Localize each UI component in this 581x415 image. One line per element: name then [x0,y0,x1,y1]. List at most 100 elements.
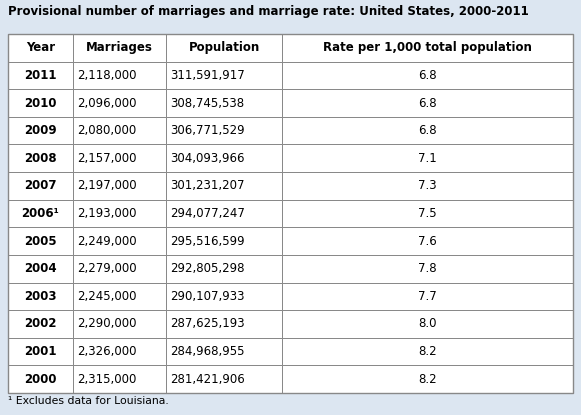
Bar [8,255,73,283]
Text: 292,805,298: 292,805,298 [170,262,245,275]
Bar [166,310,282,338]
Bar [73,310,166,338]
Text: 7.1: 7.1 [418,152,437,165]
Bar [166,365,282,393]
Text: 2009: 2009 [24,124,57,137]
Bar [8,172,73,200]
Text: 2003: 2003 [24,290,57,303]
Bar [8,365,73,393]
Bar [282,172,573,200]
Text: 2007: 2007 [24,179,57,193]
Bar [166,61,282,89]
Bar [282,227,573,255]
Text: 2,326,000: 2,326,000 [77,345,137,358]
Bar [73,283,166,310]
Text: 2,193,000: 2,193,000 [77,207,137,220]
Bar [8,310,73,338]
Text: 2,290,000: 2,290,000 [77,317,137,330]
Bar [282,283,573,310]
Text: 7.6: 7.6 [418,234,437,248]
Text: 284,968,955: 284,968,955 [170,345,245,358]
Text: 2,118,000: 2,118,000 [77,69,137,82]
Text: 2011: 2011 [24,69,57,82]
Bar [282,117,573,144]
Text: 304,093,966: 304,093,966 [170,152,245,165]
Bar [73,365,166,393]
Bar [8,200,73,227]
Bar [282,200,573,227]
Bar [8,34,73,61]
Text: 2000: 2000 [24,373,57,386]
Text: 7.3: 7.3 [418,179,437,193]
Text: 2,080,000: 2,080,000 [77,124,136,137]
Text: 6.8: 6.8 [418,69,437,82]
Text: 2006¹: 2006¹ [21,207,59,220]
Text: Provisional number of marriages and marriage rate: United States, 2000-2011: Provisional number of marriages and marr… [8,5,529,18]
Bar [73,255,166,283]
Text: 311,591,917: 311,591,917 [170,69,245,82]
Bar [73,172,166,200]
Bar [8,227,73,255]
Bar [8,89,73,117]
Text: 2,315,000: 2,315,000 [77,373,137,386]
Bar [166,144,282,172]
Text: 287,625,193: 287,625,193 [170,317,245,330]
Text: 2010: 2010 [24,97,57,110]
Bar [166,117,282,144]
Bar [282,34,573,61]
Text: 294,077,247: 294,077,247 [170,207,245,220]
Bar [282,255,573,283]
Bar [8,34,573,393]
Bar [73,144,166,172]
Bar [166,255,282,283]
Text: 2005: 2005 [24,234,57,248]
Text: 8.0: 8.0 [418,317,437,330]
Bar [282,144,573,172]
Text: 7.5: 7.5 [418,207,437,220]
Text: Population: Population [188,42,260,54]
Bar [282,89,573,117]
Bar [282,365,573,393]
Text: 7.7: 7.7 [418,290,437,303]
Text: 2,197,000: 2,197,000 [77,179,137,193]
Text: Marriages: Marriages [86,42,153,54]
Bar [73,338,166,365]
Bar [8,144,73,172]
Text: ¹ Excludes data for Louisiana.: ¹ Excludes data for Louisiana. [8,396,168,406]
Bar [166,283,282,310]
Text: Rate per 1,000 total population: Rate per 1,000 total population [323,42,532,54]
Text: 2002: 2002 [24,317,57,330]
Bar [282,310,573,338]
Bar [166,172,282,200]
Text: 2,096,000: 2,096,000 [77,97,137,110]
Bar [166,34,282,61]
Bar [8,61,73,89]
Bar [73,89,166,117]
Text: 7.8: 7.8 [418,262,437,275]
Bar [73,227,166,255]
Bar [73,61,166,89]
Text: 281,421,906: 281,421,906 [170,373,245,386]
Text: 8.2: 8.2 [418,373,437,386]
Text: 6.8: 6.8 [418,97,437,110]
Text: 2001: 2001 [24,345,57,358]
Text: 2,245,000: 2,245,000 [77,290,137,303]
Bar [8,338,73,365]
Text: 2008: 2008 [24,152,57,165]
Text: 295,516,599: 295,516,599 [170,234,245,248]
Bar [8,117,73,144]
Text: 290,107,933: 290,107,933 [170,290,245,303]
Bar [166,89,282,117]
Text: 8.2: 8.2 [418,345,437,358]
Text: Year: Year [26,42,55,54]
Text: 2,157,000: 2,157,000 [77,152,137,165]
Text: 301,231,207: 301,231,207 [170,179,245,193]
Text: 2,279,000: 2,279,000 [77,262,137,275]
Bar [73,117,166,144]
Bar [166,338,282,365]
Bar [282,61,573,89]
Text: 2,249,000: 2,249,000 [77,234,137,248]
Bar [166,200,282,227]
Text: 308,745,538: 308,745,538 [170,97,245,110]
Text: 2004: 2004 [24,262,57,275]
